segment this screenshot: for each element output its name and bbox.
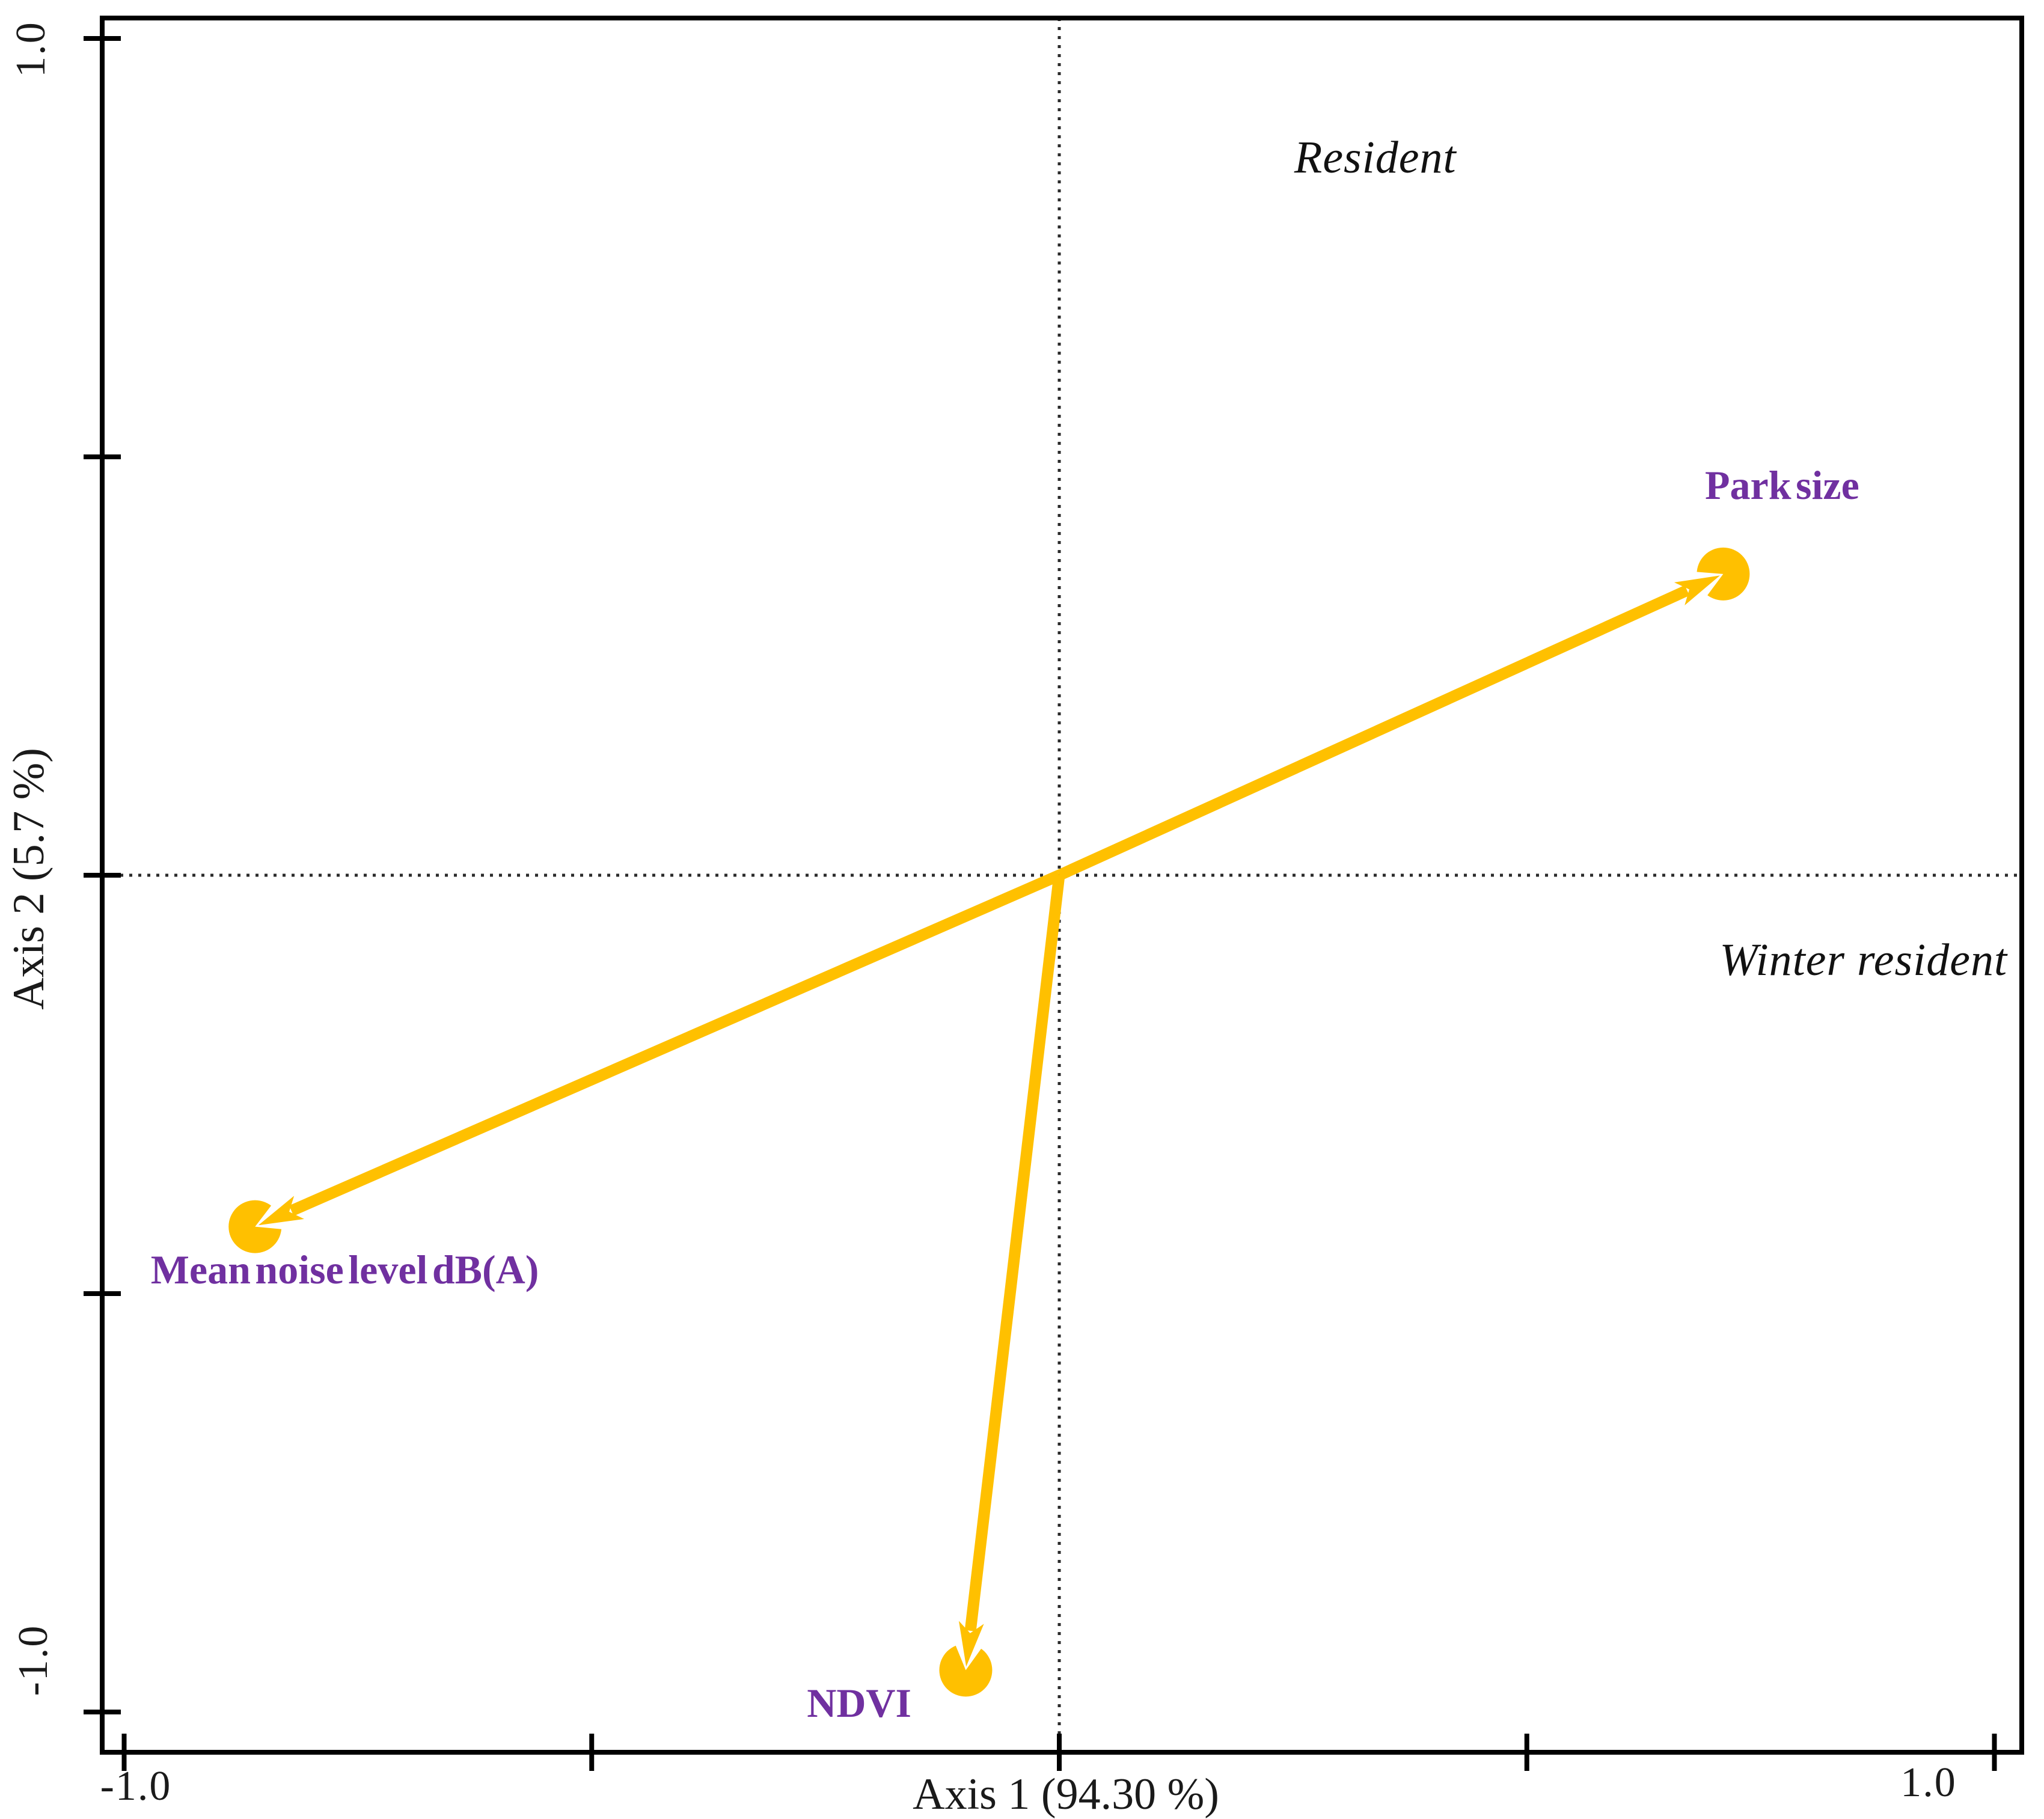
y-axis-tick-label-max: 1.0 bbox=[8, 21, 54, 78]
variable-label-ndvi: NDVI bbox=[807, 1680, 912, 1726]
arrow-tip-2 bbox=[958, 1621, 984, 1667]
variable-label-mean-noise-level: Mean noise level dB(A) bbox=[150, 1246, 539, 1292]
arrow-tip-1 bbox=[258, 1196, 304, 1226]
arrow-shaft-1 bbox=[289, 870, 1062, 1216]
arrow-shaft-2 bbox=[964, 874, 1065, 1631]
plot-border bbox=[100, 16, 2024, 1755]
annotation-resident: Resident bbox=[1294, 132, 1457, 183]
annotation-winter-resident: Winter resident bbox=[1719, 934, 2008, 985]
x-axis-tick-label-max: 1.0 bbox=[1900, 1759, 1957, 1806]
arrow-shaft-0 bbox=[1057, 585, 1690, 881]
x-axis-tick-label-min: -1.0 bbox=[100, 1763, 172, 1809]
y-axis-title: Axis 2 (5.7 %) bbox=[4, 748, 54, 1010]
arrow-tip-0 bbox=[1674, 575, 1720, 606]
x-axis-title: Axis 1 (94.30 %) bbox=[913, 1770, 1219, 1819]
variable-label-park-size: Park size bbox=[1705, 462, 1859, 509]
y-axis-tick-label-min: -1.0 bbox=[10, 1624, 57, 1696]
